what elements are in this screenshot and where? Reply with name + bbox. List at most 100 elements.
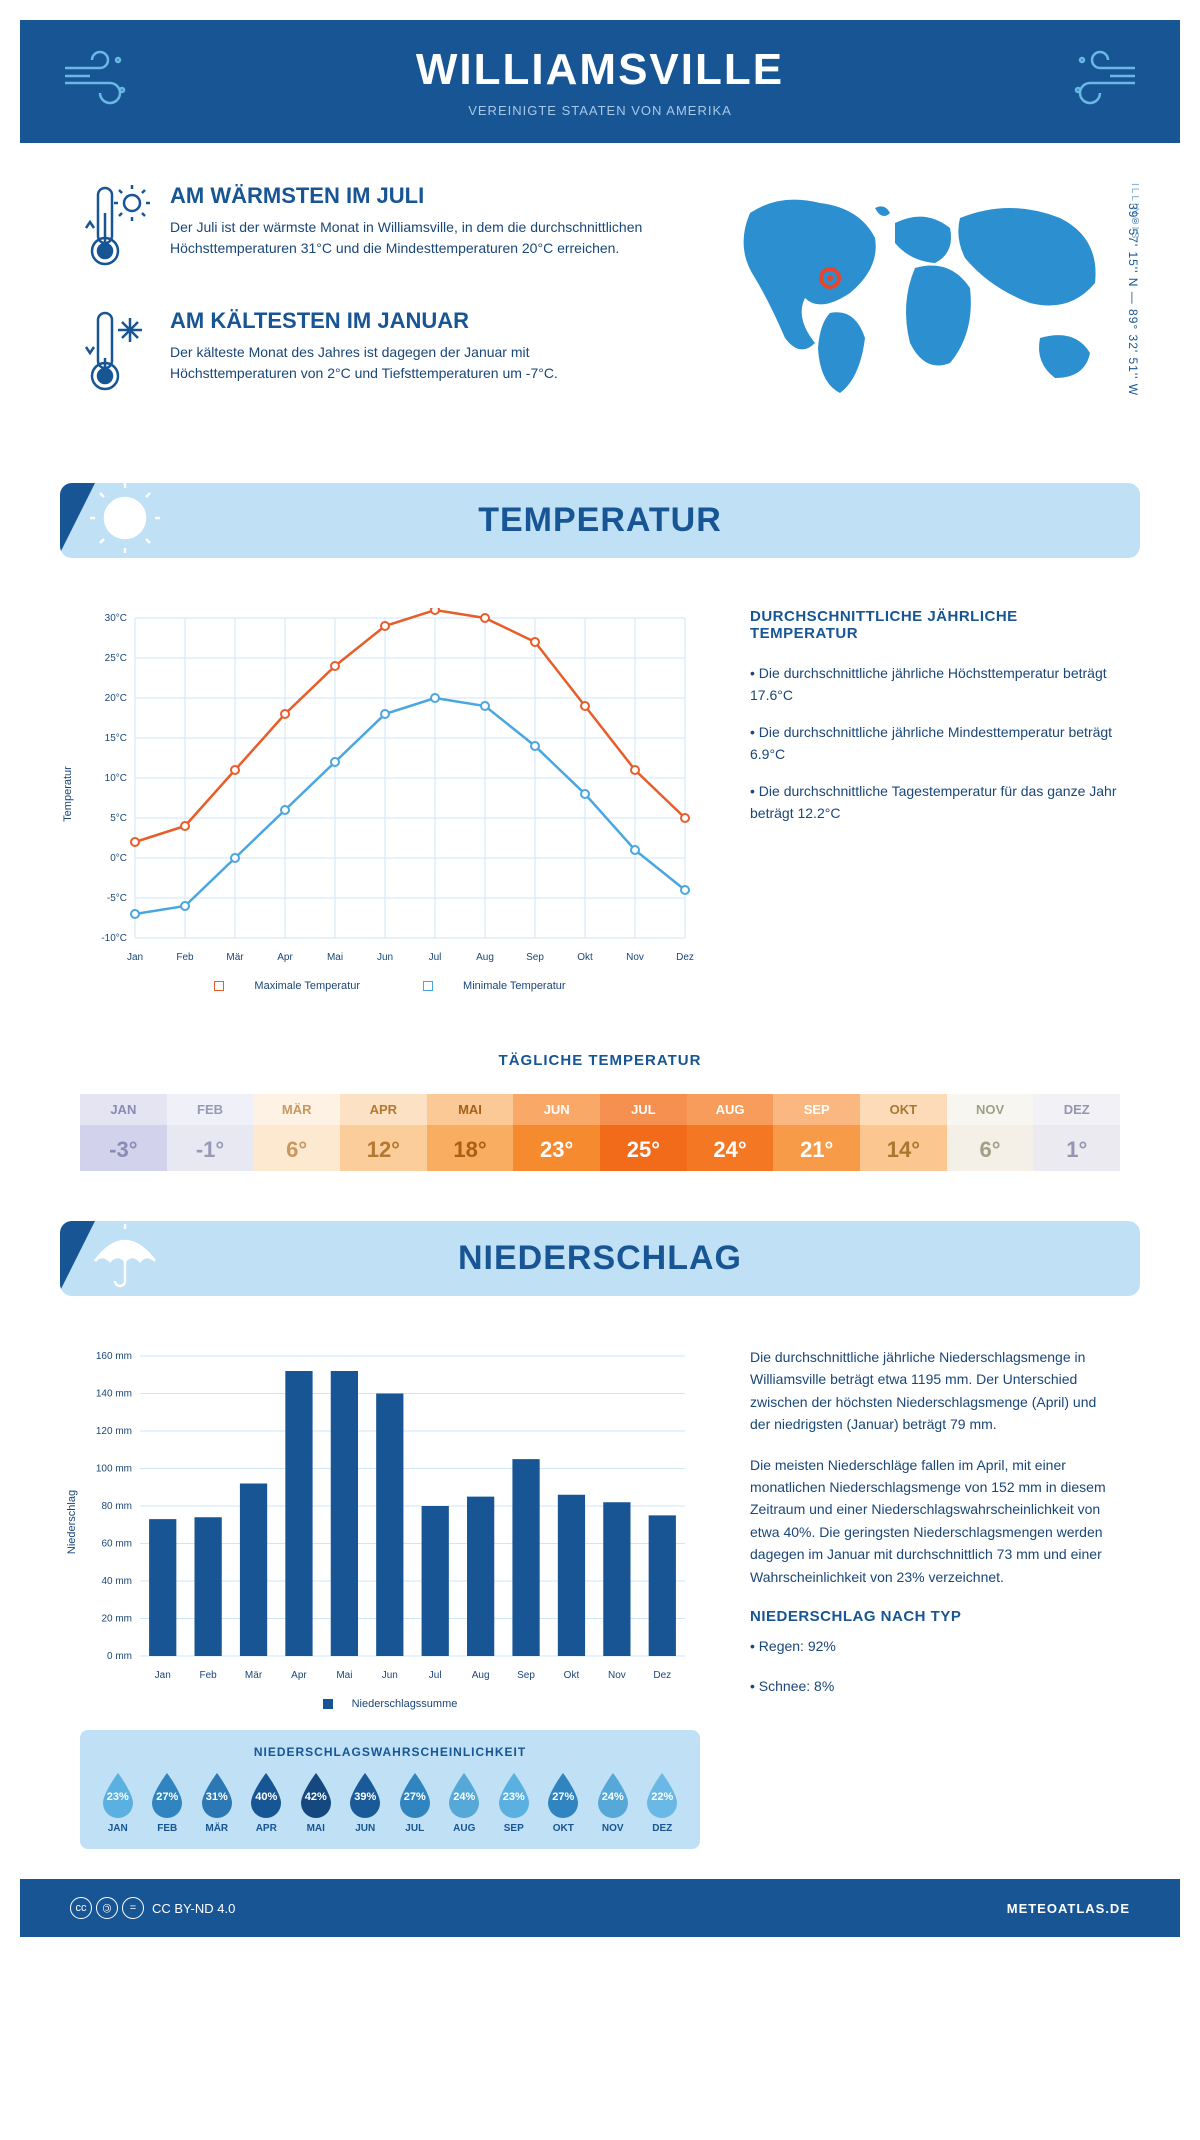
svg-text:Jan: Jan: [155, 1670, 171, 1681]
daily-temp-cell: SEP 21°: [773, 1084, 860, 1181]
svg-text:Jul: Jul: [429, 952, 442, 963]
country-subtitle: VEREINIGTE STAATEN VON AMERIKA: [20, 103, 1180, 118]
daily-temp-cell: AUG 24°: [687, 1084, 774, 1181]
svg-text:15°C: 15°C: [105, 733, 127, 744]
precip-p1: Die durchschnittliche jährliche Niedersc…: [750, 1346, 1120, 1436]
wind-left-icon: [60, 48, 140, 108]
svg-text:100 mm: 100 mm: [96, 1464, 132, 1475]
svg-text:Feb: Feb: [200, 1670, 218, 1681]
svg-text:-5°C: -5°C: [107, 893, 127, 904]
temp-info-p3: • Die durchschnittliche Tagestemperatur …: [750, 780, 1120, 825]
precipitation-probability-box: NIEDERSCHLAGSWAHRSCHEINLICHKEIT 23% JAN …: [80, 1730, 700, 1849]
svg-text:Jun: Jun: [382, 1670, 398, 1681]
probability-drop: 22% DEZ: [640, 1771, 686, 1834]
temp-y-axis-label: Temperatur: [62, 766, 74, 822]
svg-text:20 mm: 20 mm: [101, 1614, 132, 1625]
precip-type2: • Schnee: 8%: [750, 1675, 1120, 1697]
svg-text:80 mm: 80 mm: [101, 1501, 132, 1512]
probability-drop: 24% AUG: [442, 1771, 488, 1834]
daily-temp-cell: NOV 6°: [947, 1084, 1034, 1181]
site-credit: METEOATLAS.DE: [1007, 1901, 1130, 1916]
svg-text:Nov: Nov: [626, 952, 644, 963]
daily-temp-title: TÄGLICHE TEMPERATUR: [20, 1052, 1180, 1069]
daily-temp-cell: MÄR 6°: [253, 1084, 340, 1181]
precip-y-axis-label: Niederschlag: [66, 1490, 78, 1554]
probability-drop: 27% FEB: [145, 1771, 191, 1834]
svg-text:Jan: Jan: [127, 952, 143, 963]
header: WILLIAMSVILLE VEREINIGTE STAATEN VON AME…: [20, 20, 1180, 143]
svg-text:Aug: Aug: [476, 952, 494, 963]
coldest-block: AM KÄLTESTEN IM JANUAR Der kälteste Mona…: [80, 308, 660, 403]
svg-text:40 mm: 40 mm: [101, 1576, 132, 1587]
svg-text:5°C: 5°C: [110, 813, 127, 824]
temperature-section: Temperatur -10°C -5°C 0°C 5°C 10°C 15°C 20°C 25…: [20, 578, 1180, 1022]
thermometer-cold-icon: [80, 308, 150, 403]
daily-temp-cell: JUL 25°: [600, 1084, 687, 1181]
temperature-line-chart: Temperatur -10°C-5°C0°C5°C10°C15°C20°C25…: [80, 608, 700, 968]
temp-info-title: DURCHSCHNITTLICHE JÄHRLICHE TEMPERATUR: [750, 608, 1120, 642]
svg-text:Aug: Aug: [472, 1670, 490, 1681]
precip-type1: • Regen: 92%: [750, 1635, 1120, 1657]
daily-temperature-table: JAN -3° FEB -1° MÄR 6° APR 12° MAI 18° J…: [80, 1084, 1120, 1181]
daily-temp-cell: OKT 14°: [860, 1084, 947, 1181]
precipitation-section: Niederschlag 0 mm20 mm40 mm60 mm80 mm100…: [20, 1316, 1180, 1879]
daily-temp-cell: JAN -3°: [80, 1084, 167, 1181]
daily-temp-cell: APR 12°: [340, 1084, 427, 1181]
daily-temp-cell: MAI 18°: [427, 1084, 514, 1181]
svg-text:Feb: Feb: [176, 952, 194, 963]
svg-text:Mai: Mai: [336, 1670, 352, 1681]
probability-drop: 40% APR: [244, 1771, 290, 1834]
temperature-title: TEMPERATUR: [60, 501, 1140, 540]
precip-chart-legend: Niederschlagssumme: [80, 1698, 700, 1710]
precip-p2: Die meisten Niederschläge fallen im Apri…: [750, 1454, 1120, 1588]
svg-text:Okt: Okt: [564, 1670, 580, 1681]
svg-text:Nov: Nov: [608, 1670, 626, 1681]
daily-temp-cell: DEZ 1°: [1033, 1084, 1120, 1181]
coldest-text: Der kälteste Monat des Jahres ist dagege…: [170, 342, 660, 384]
temp-info-p2: • Die durchschnittliche jährliche Mindes…: [750, 721, 1120, 766]
svg-text:0°C: 0°C: [110, 853, 127, 864]
license-text: CC BY-ND 4.0: [152, 1901, 235, 1916]
probability-drop: 27% JUL: [392, 1771, 438, 1834]
thermometer-hot-icon: [80, 183, 150, 278]
coordinates-label: 39° 57' 15'' N — 89° 32' 51'' W: [1126, 203, 1140, 396]
by-icon: 🄯: [96, 1897, 118, 1919]
svg-text:10°C: 10°C: [105, 773, 127, 784]
precipitation-section-header: NIEDERSCHLAG: [60, 1221, 1140, 1296]
probability-drops: 23% JAN 27% FEB 31% MÄR 40% APR: [95, 1771, 685, 1834]
umbrella-icon: [80, 1221, 170, 1296]
temp-info-p1: • Die durchschnittliche jährliche Höchst…: [750, 662, 1120, 707]
svg-text:30°C: 30°C: [105, 613, 127, 624]
svg-text:Jun: Jun: [377, 952, 393, 963]
wind-right-icon: [1060, 48, 1140, 108]
nd-icon: =: [122, 1897, 144, 1919]
precip-type-title: NIEDERSCHLAG NACH TYP: [750, 1608, 1120, 1625]
svg-text:120 mm: 120 mm: [96, 1426, 132, 1437]
probability-drop: 27% OKT: [541, 1771, 587, 1834]
top-info-row: AM WÄRMSTEN IM JULI Der Juli ist der wär…: [20, 143, 1180, 463]
city-title: WILLIAMSVILLE: [20, 45, 1180, 95]
probability-drop: 42% MAI: [293, 1771, 339, 1834]
svg-text:0 mm: 0 mm: [107, 1651, 132, 1662]
svg-text:160 mm: 160 mm: [96, 1351, 132, 1362]
license: cc 🄯 = CC BY-ND 4.0: [70, 1897, 235, 1919]
svg-text:Sep: Sep: [526, 952, 544, 963]
probability-drop: 39% JUN: [343, 1771, 389, 1834]
warmest-text: Der Juli ist der wärmste Monat in Willia…: [170, 217, 660, 259]
warmest-block: AM WÄRMSTEN IM JULI Der Juli ist der wär…: [80, 183, 660, 278]
precipitation-info: Die durchschnittliche jährliche Niedersc…: [750, 1346, 1120, 1849]
precipitation-title: NIEDERSCHLAG: [60, 1239, 1140, 1278]
probability-drop: 24% NOV: [590, 1771, 636, 1834]
svg-text:Dez: Dez: [653, 1670, 671, 1681]
svg-text:20°C: 20°C: [105, 693, 127, 704]
precipitation-bar-chart: Niederschlag 0 mm20 mm40 mm60 mm80 mm100…: [80, 1346, 700, 1686]
svg-text:Apr: Apr: [291, 1670, 307, 1681]
svg-text:-10°C: -10°C: [101, 933, 127, 944]
svg-text:Mai: Mai: [327, 952, 343, 963]
svg-text:Sep: Sep: [517, 1670, 535, 1681]
probability-drop: 31% MÄR: [194, 1771, 240, 1834]
probability-drop: 23% SEP: [491, 1771, 537, 1834]
infographic-container: WILLIAMSVILLE VEREINIGTE STAATEN VON AME…: [0, 0, 1200, 1957]
svg-text:Dez: Dez: [676, 952, 694, 963]
svg-text:25°C: 25°C: [105, 653, 127, 664]
